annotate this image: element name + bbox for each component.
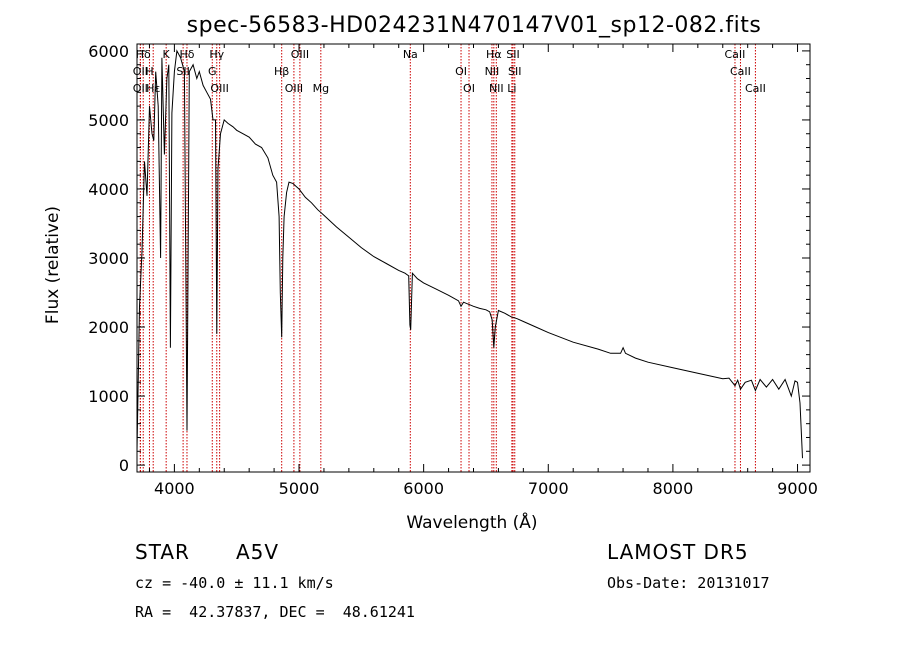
line-labels: HδOIIOIIKHHεHδSIIOIIIHγGOIIIOIIIHβMgNaOI… bbox=[133, 48, 766, 95]
object-subclass: A5V bbox=[236, 540, 280, 564]
object-class: STAR bbox=[135, 540, 190, 564]
x-tick-label: 6000 bbox=[403, 479, 444, 498]
y-tick-label: 6000 bbox=[88, 42, 129, 61]
y-tick-label: 5000 bbox=[88, 111, 129, 130]
line-label: H bbox=[145, 65, 153, 78]
y-tick-label: 0 bbox=[119, 456, 129, 475]
line-label: Hγ bbox=[209, 48, 224, 61]
line-label: Li bbox=[507, 82, 516, 95]
line-label: Na bbox=[403, 48, 418, 61]
obs-date: Obs-Date: 20131017 bbox=[607, 574, 770, 592]
line-label: NII bbox=[485, 65, 500, 78]
line-label: Hε bbox=[146, 82, 160, 95]
line-label: OI bbox=[455, 65, 467, 78]
line-label: Hδ bbox=[179, 48, 194, 61]
x-tick-label: 4000 bbox=[154, 479, 195, 498]
line-label: NII bbox=[489, 82, 504, 95]
line-label: OIII bbox=[291, 48, 309, 61]
line-label: Hβ bbox=[274, 65, 289, 78]
x-axis-label: Wavelength (Å) bbox=[406, 511, 537, 533]
survey-name: LAMOST DR5 bbox=[607, 540, 749, 564]
line-label: Hδ bbox=[136, 48, 151, 61]
line-markers bbox=[139, 44, 756, 472]
line-label: G bbox=[208, 65, 217, 78]
x-tick-label: 9000 bbox=[777, 479, 818, 498]
y-tick-label: 4000 bbox=[88, 180, 129, 199]
y-axis-label: Flux (relative) bbox=[43, 206, 63, 324]
spectrum-line bbox=[136, 49, 803, 459]
line-label: K bbox=[163, 48, 171, 61]
line-label: OIII bbox=[210, 82, 228, 95]
line-label: Hα bbox=[486, 48, 502, 61]
line-label: OIII bbox=[285, 82, 303, 95]
plot-frame bbox=[136, 43, 811, 473]
line-label: SII bbox=[508, 65, 521, 78]
y-tick-label: 2000 bbox=[88, 318, 129, 337]
y-tick-label: 1000 bbox=[88, 387, 129, 406]
line-label: CaII bbox=[730, 65, 751, 78]
x-tick-label: 8000 bbox=[653, 479, 694, 498]
x-axis: 4000 5000 6000 7000 8000 9000 bbox=[148, 44, 818, 498]
line-label: SII bbox=[176, 65, 189, 78]
redshift-value: cz = -40.0 ± 11.1 km/s bbox=[135, 574, 334, 592]
x-tick-label: 7000 bbox=[528, 479, 569, 498]
x-tick-label: 5000 bbox=[279, 479, 320, 498]
coordinates: RA = 42.37837, DEC = 48.61241 bbox=[135, 603, 415, 621]
y-tick-label: 3000 bbox=[88, 249, 129, 268]
y-axis: 0 1000 2000 3000 4000 5000 6000 bbox=[88, 42, 810, 475]
chart-title: spec-56583-HD024231N470147V01_sp12-082.f… bbox=[187, 13, 762, 38]
line-label: SII bbox=[506, 48, 519, 61]
line-label: Mg bbox=[313, 82, 329, 95]
line-label: OI bbox=[463, 82, 475, 95]
line-label: CaII bbox=[725, 48, 746, 61]
line-label: CaII bbox=[745, 82, 766, 95]
